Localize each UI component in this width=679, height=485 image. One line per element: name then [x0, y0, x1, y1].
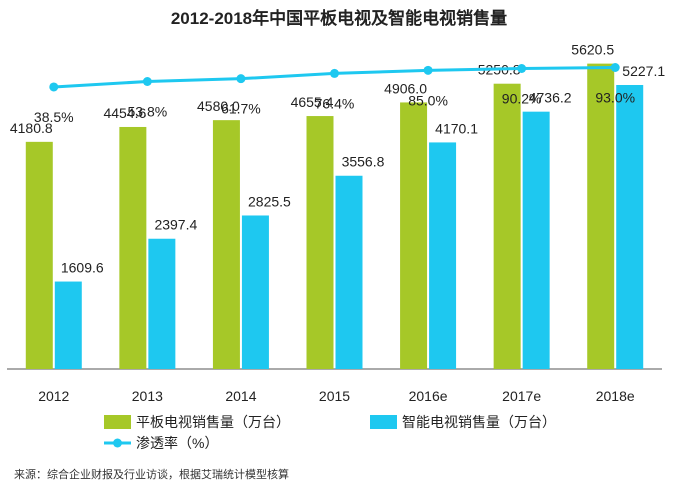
legend-flat-tv-label: 平板电视销售量（万台）: [136, 414, 290, 430]
penetration-point: [236, 74, 246, 84]
bar-smart-tv: [429, 142, 457, 369]
bar-smart-tv: [148, 238, 176, 369]
bar-flat-tv: [306, 116, 334, 369]
bar-flat-tv: [587, 63, 615, 369]
bar-smart-tv: [522, 111, 550, 369]
penetration-data-label: 53.8%: [128, 104, 168, 120]
chart-title: 2012-2018年中国平板电视及智能电视销售量: [171, 8, 507, 28]
penetration-point: [49, 82, 59, 92]
bar-flat-tv: [212, 120, 240, 369]
penetration-data-label: 90.2%: [502, 91, 542, 107]
x-tick-label: 2016e: [409, 388, 448, 404]
smart-tv-data-label: 2397.4: [154, 217, 197, 233]
penetration-data-label: 61.7%: [221, 101, 261, 117]
bar-smart-tv: [616, 84, 644, 369]
x-tick-label: 2013: [132, 388, 163, 404]
bar-flat-tv: [400, 102, 428, 369]
penetration-data-label: 38.5%: [34, 109, 74, 125]
penetration-point: [330, 68, 339, 78]
x-tick-label: 2017e: [502, 388, 541, 404]
legend-smart-tv-label: 智能电视销售量（万台）: [402, 414, 556, 430]
flat-tv-data-label: 5620.5: [571, 42, 614, 58]
flat-tv-data-label: 4454.6: [103, 105, 146, 121]
bar-smart-tv: [241, 215, 269, 369]
bar-flat-tv: [25, 141, 53, 369]
penetration-data-label: 76.4%: [315, 95, 355, 111]
x-tick-label: 2018e: [596, 388, 635, 404]
x-tick-label: 2014: [225, 388, 256, 404]
flat-tv-data-label: 4580.0: [197, 98, 240, 114]
smart-tv-data-label: 4736.2: [529, 90, 572, 106]
smart-tv-data-label: 5227.1: [622, 63, 665, 79]
penetration-point: [610, 63, 620, 72]
bar-flat-tv: [493, 83, 521, 369]
bar-smart-tv: [54, 281, 82, 369]
x-tick-label: 2012: [38, 388, 69, 404]
smart-tv-data-label: 2825.5: [248, 193, 291, 209]
smart-tv-data-label: 1609.6: [61, 260, 104, 276]
bar-smart-tv: [335, 175, 363, 369]
legend-penetration-marker: [113, 438, 122, 448]
penetration-point: [423, 65, 433, 75]
x-tick-label: 2015: [319, 388, 350, 404]
legend: 平板电视销售量（万台） 智能电视销售量（万台） 渗透率（%）: [104, 414, 556, 451]
legend-penetration-label: 渗透率（%）: [136, 435, 218, 451]
smart-tv-data-label: 4170.1: [435, 120, 478, 136]
penetration-point: [517, 64, 527, 73]
smart-tv-data-label: 3556.8: [342, 154, 385, 170]
penetration-point: [142, 77, 152, 86]
plot-area: 2012 4180.8 1609.6 2013 4454.6 2397.4 2014 4580…: [7, 42, 665, 404]
penetration-data-label: 85.0%: [408, 92, 448, 108]
legend-smart-tv-swatch: [370, 415, 397, 429]
flat-tv-data-label: 4180.8: [10, 120, 53, 136]
bar-flat-tv: [119, 126, 147, 369]
penetration-data-label: 93.0%: [595, 90, 635, 106]
legend-flat-tv-swatch: [104, 415, 131, 429]
source-note: 来源：综合企业财报及行业访谈，根据艾瑞统计模型核算: [14, 469, 289, 481]
flat-tv-data-label: 4906.0: [384, 80, 427, 96]
flat-tv-data-label: 4655.4: [291, 94, 334, 110]
